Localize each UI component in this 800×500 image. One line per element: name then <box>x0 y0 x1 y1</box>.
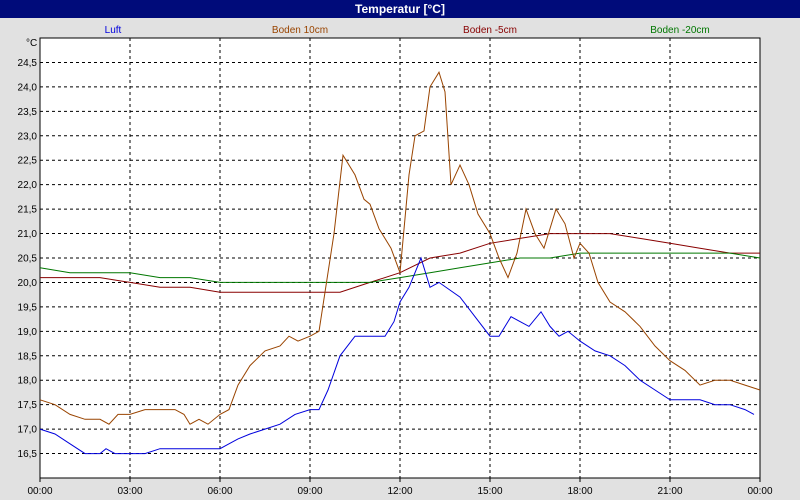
grid <box>40 38 760 478</box>
y-tick-label: 16,5 <box>18 449 38 460</box>
y-tick-label: 17,0 <box>18 425 38 436</box>
y-tick-label: 21,5 <box>18 205 38 216</box>
y-tick-label: 17,5 <box>18 400 38 411</box>
series-line-0 <box>39 256 755 455</box>
legend-entry: Luft <box>105 25 122 36</box>
y-tick-label: 23,5 <box>18 107 38 118</box>
x-tick-time: 00:00 <box>27 486 52 497</box>
y-tick-label: 23,0 <box>18 131 38 142</box>
y-tick-label: 18,0 <box>18 376 38 387</box>
y-tick-label: 22,5 <box>18 156 38 167</box>
y-tick-label: 20,5 <box>18 254 38 265</box>
y-axis-ticks: 16,5 17,0 17,5 18,0 18,5 19,0 19,5 20,0 20,5 21,0… <box>18 58 38 460</box>
y-tick-label: 19,0 <box>18 327 38 338</box>
series-line-2 <box>40 233 760 293</box>
temperature-chart: 16,5 17,0 17,5 18,0 18,5 19,0 19,5 20,0 20,5 21,0… <box>18 25 773 497</box>
x-tick-time: 18:00 <box>567 486 592 497</box>
series-line-1 <box>39 70 761 425</box>
legend-entry: Boden 10cm <box>272 25 328 36</box>
y-tick-label: 24,0 <box>18 82 38 93</box>
y-axis-label: °C <box>26 38 37 49</box>
legend-entry: Boden -20cm <box>650 25 709 36</box>
x-tick-time: 03:00 <box>117 486 142 497</box>
x-tick-time: 00:00 <box>747 486 772 497</box>
x-axis-ticks: 00:0015.07.2103:0015.07.2106:0015.07.210… <box>27 478 773 497</box>
x-tick-time: 12:00 <box>387 486 412 497</box>
y-tick-label: 21,0 <box>18 229 38 240</box>
series-line-3 <box>39 252 761 283</box>
x-tick-time: 06:00 <box>207 486 232 497</box>
x-tick-time: 09:00 <box>297 486 322 497</box>
window-title: Temperatur [°C] <box>0 0 800 18</box>
y-tick-label: 19,5 <box>18 302 38 313</box>
legend: Luft Boden 10cm Boden -5cm Boden -20cm <box>105 25 710 36</box>
y-tick-label: 24,5 <box>18 58 38 69</box>
legend-entry: Boden -5cm <box>463 25 517 36</box>
series-lines <box>39 70 761 455</box>
x-tick-time: 21:00 <box>657 486 682 497</box>
x-tick-time: 15:00 <box>477 486 502 497</box>
y-tick-label: 18,5 <box>18 351 38 362</box>
y-tick-label: 22,0 <box>18 180 38 191</box>
y-tick-label: 20,0 <box>18 278 38 289</box>
